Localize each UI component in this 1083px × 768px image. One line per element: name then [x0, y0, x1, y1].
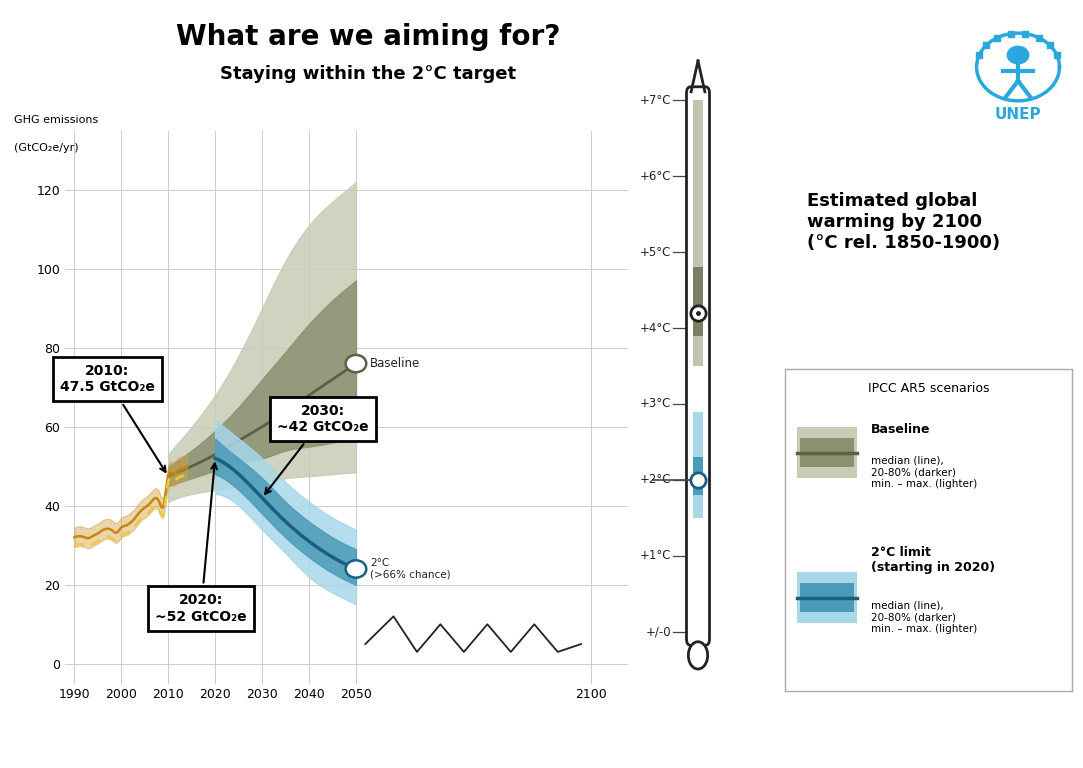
- Bar: [799, 583, 854, 612]
- Text: +/-0: +/-0: [645, 625, 671, 638]
- Text: UNEP: UNEP: [994, 108, 1042, 122]
- Text: +7°C: +7°C: [640, 94, 671, 107]
- Text: median (line),
20-80% (darker)
min. – max. (lighter): median (line), 20-80% (darker) min. – ma…: [871, 601, 978, 634]
- Text: 2°C
(>66% chance): 2°C (>66% chance): [370, 558, 451, 580]
- Circle shape: [345, 355, 366, 372]
- Text: Baseline: Baseline: [370, 357, 420, 370]
- Text: 2°C limit
(starting in 2020): 2°C limit (starting in 2020): [871, 546, 995, 574]
- Text: 2010:
47.5 GtCO₂e: 2010: 47.5 GtCO₂e: [60, 364, 166, 472]
- Text: Staying within the 2°C target: Staying within the 2°C target: [220, 65, 517, 83]
- Bar: [693, 457, 703, 495]
- Circle shape: [345, 561, 366, 578]
- Text: +4°C: +4°C: [640, 322, 671, 335]
- Bar: [799, 438, 854, 467]
- Bar: [693, 267, 703, 336]
- Text: +2°C: +2°C: [640, 473, 671, 486]
- Text: +6°C: +6°C: [640, 170, 671, 183]
- Text: Baseline: Baseline: [871, 423, 930, 436]
- Text: median (line),
20-80% (darker)
min. – max. (lighter): median (line), 20-80% (darker) min. – ma…: [871, 455, 978, 489]
- Text: +1°C: +1°C: [640, 549, 671, 562]
- Text: GHG emissions: GHG emissions: [14, 115, 99, 125]
- Text: +3°C: +3°C: [640, 398, 671, 411]
- Text: (GtCO₂e/yr): (GtCO₂e/yr): [14, 143, 79, 153]
- Bar: [693, 101, 703, 366]
- Text: 2030:
~42 GtCO₂e: 2030: ~42 GtCO₂e: [265, 404, 369, 494]
- Text: What are we aiming for?: What are we aiming for?: [177, 23, 560, 51]
- Bar: [797, 427, 857, 478]
- Text: IPCC AR5 scenarios: IPCC AR5 scenarios: [867, 382, 990, 395]
- Text: Estimated global
warming by 2100
(°C rel. 1850-1900): Estimated global warming by 2100 (°C rel…: [807, 192, 1000, 252]
- Text: +5°C: +5°C: [640, 246, 671, 259]
- FancyBboxPatch shape: [687, 87, 709, 645]
- Bar: [797, 572, 857, 624]
- Text: 2020:
~52 GtCO₂e: 2020: ~52 GtCO₂e: [155, 463, 247, 624]
- Bar: [693, 412, 703, 518]
- Circle shape: [1007, 46, 1029, 64]
- Ellipse shape: [689, 642, 707, 669]
